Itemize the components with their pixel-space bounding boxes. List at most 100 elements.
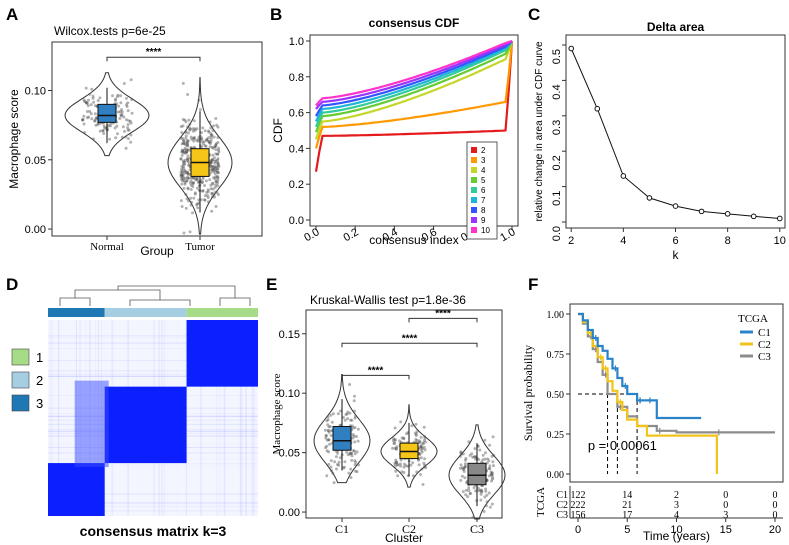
- panel-E-C2-point: [422, 445, 426, 449]
- panel-A-Tumor-point: [210, 165, 214, 169]
- panel-D-streak: [48, 510, 258, 512]
- panel-A-Tumor-point: [191, 181, 195, 184]
- panel-A-Tumor-point: [217, 150, 221, 154]
- panel-A-Normal-point: [93, 112, 97, 116]
- panel-E-C3-point: [465, 481, 468, 485]
- panel-B-legend-swatch: [471, 217, 477, 223]
- panel-C-xtick-label: 8: [725, 235, 731, 247]
- panel-E-C2-point: [414, 432, 418, 436]
- panel-A-Tumor-point: [188, 126, 192, 130]
- panel-A-Normal-point: [125, 118, 128, 122]
- panel-A-Tumor-point: [183, 148, 186, 152]
- panel-E-C1-point: [325, 438, 329, 442]
- panel-A-Tumor-point: [179, 125, 183, 129]
- panel-B-xtick-label: 1.0: [498, 226, 517, 244]
- panel-F-ytick-label: 0.00: [547, 470, 565, 481]
- panel-C-point: [698, 208, 705, 215]
- panel-A-Tumor-point: [216, 167, 220, 171]
- panel-E-C2-point: [395, 460, 398, 464]
- panel-E-C1-point: [327, 438, 331, 442]
- panel-E-C2-point: [416, 458, 420, 462]
- panel-A-Tumor-point: [186, 131, 190, 135]
- panel-E-C3-point: [492, 453, 496, 457]
- panel-E-C1-point: [324, 436, 328, 440]
- panel-A-Tumor-point: [183, 158, 187, 162]
- panel-A-Normal-point: [119, 113, 123, 117]
- panel-A-Tumor-point: [207, 141, 211, 144]
- panel-A-Tumor-point: [184, 143, 188, 147]
- panel-E-C1-point: [351, 424, 354, 428]
- panel-A-Normal-point: [89, 103, 93, 107]
- panel-A-Tumor-point: [191, 211, 194, 215]
- panel-A-Tumor-point: [184, 176, 187, 180]
- panel-E-C3-point: [478, 448, 482, 452]
- panel-A-Tumor-point: [191, 181, 195, 185]
- panel-A-Normal-point: [120, 108, 123, 112]
- panel-D-streak: [58, 320, 60, 516]
- panel-A-Tumor-point: [186, 154, 190, 158]
- panel-A-Tumor-point: [182, 139, 186, 143]
- panel-B-legend-swatch: [471, 207, 477, 213]
- panel-E-C3-point: [489, 472, 493, 476]
- panel-E-C1-point: [331, 471, 335, 475]
- panel-F-ytick-label: 1.00: [547, 310, 565, 321]
- panel-A-Tumor-point: [203, 184, 206, 187]
- panel-E-C1-point: [331, 412, 335, 416]
- panel-D-legend-label-2: 2: [36, 373, 43, 388]
- panel-A-Tumor-point: [217, 171, 221, 175]
- panel-E-C1-point: [349, 451, 353, 455]
- panel-E-C3-point: [467, 440, 471, 444]
- panel-E-C3-point: [463, 464, 467, 468]
- panel-E-C2-point: [419, 435, 423, 439]
- panel-A-Normal-point: [126, 123, 130, 126]
- panel-A-Normal-point: [126, 137, 130, 141]
- panel-A-Tumor-point: [191, 137, 195, 140]
- panel-A-Normal-point: [107, 123, 111, 127]
- panel-A-xtick-label: Tumor: [185, 241, 215, 253]
- panel-A-Tumor-point: [216, 136, 220, 139]
- panel-A-sig-label: ****: [146, 47, 162, 58]
- panel-A-Tumor-point: [213, 177, 217, 181]
- panel-A-Tumor-point: [216, 175, 220, 179]
- panel-E-C1-point: [346, 410, 350, 414]
- panel-A-Tumor-point: [209, 161, 213, 165]
- panel-D-dendrogram: [59, 285, 251, 306]
- panel-B-legend-label: 6: [481, 186, 486, 195]
- panel-F-risk-row-label: C1: [556, 490, 568, 501]
- panel-E-xlabel: Cluster: [385, 531, 423, 545]
- panel-A-Tumor-point: [217, 164, 220, 167]
- panel-A-xlabel: Group: [140, 244, 174, 258]
- panel-F-risk-title: TCGA: [535, 487, 547, 517]
- panel-F-ytick-label: 0.25: [547, 430, 565, 441]
- panel-A-Tumor-point: [216, 181, 220, 185]
- panel-E-C1-point: [353, 440, 357, 444]
- panel-E-C3-point: [491, 435, 495, 439]
- panel-A-Tumor-point: [214, 152, 218, 156]
- panel-A-Normal-point: [92, 100, 96, 104]
- panel-F-risk-value: 222: [571, 500, 586, 511]
- panel-A-Normal-violin: [64, 72, 150, 157]
- panel-A-Tumor-point: [187, 118, 191, 122]
- panel-E-C1-point: [338, 456, 342, 460]
- panel-A-Tumor-point: [213, 156, 216, 160]
- panel-A-Normal-point: [98, 129, 102, 133]
- panel-F-xtick-label: 15: [720, 524, 732, 536]
- panel-E-C3-point: [476, 486, 480, 490]
- panel-E-C2-point: [393, 441, 397, 445]
- panel-E-C1-point: [353, 459, 357, 463]
- panel-A-Tumor-point: [181, 118, 185, 121]
- panel-A-Tumor-point: [212, 124, 215, 128]
- panel-E-C2-point: [409, 463, 413, 467]
- panel-C-ytick-label: 0.0: [551, 226, 563, 241]
- panel-E-C3-point: [462, 470, 466, 473]
- panel-A-Normal-point: [96, 123, 100, 127]
- panel-E-C1-point: [353, 409, 356, 413]
- panel-E-C1-point: [351, 436, 355, 440]
- panel-A-title: Wilcox.tests p=6e-25: [54, 24, 166, 38]
- panel-A-Normal-point: [118, 110, 122, 114]
- panel-E-C3-point: [487, 491, 491, 495]
- panel-A-Tumor-point: [214, 144, 218, 148]
- panel-E-C1-point: [324, 434, 328, 437]
- panel-E-C3-point: [488, 464, 492, 468]
